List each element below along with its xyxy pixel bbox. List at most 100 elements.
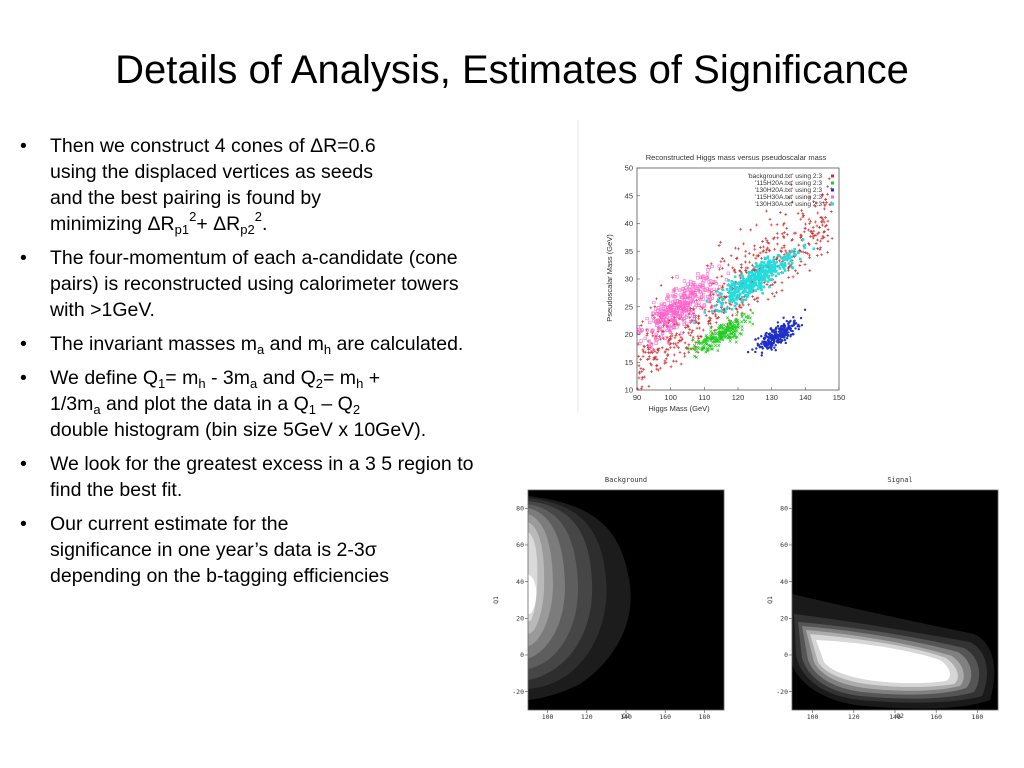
scatter-point [697,321,700,325]
x-tick-label: 110 [698,393,710,402]
scatter-point [716,299,720,302]
scatter-point [734,318,738,322]
scatter-point [709,329,713,334]
scatter-point [709,279,713,283]
scatter-point [654,332,658,336]
scatter-point [715,289,719,293]
scatter-point [689,347,693,351]
scatter-point [761,240,764,243]
x-tick-label: 160 [930,713,942,721]
scatter-point [809,234,812,238]
scatter-point [688,291,692,295]
scatter-point [826,234,830,237]
scatter-point [674,293,678,297]
scatter-point [719,337,723,341]
scatter-point [778,259,781,263]
scatter-point [811,232,814,236]
scatter-point [822,236,826,240]
scatter-point [734,286,737,290]
scatter-point [812,234,816,238]
scatter-point [721,301,724,305]
scatter-point [764,275,768,278]
scatter-point [735,313,739,317]
scatter-point [727,263,730,267]
scatter-point [740,266,743,270]
scatter-point [648,362,652,366]
background-histogram: Background Q2 Q1 100 120 140 160 180 -20 0 20 40… [490,474,740,724]
scatter-point [654,341,658,345]
scatter-point [772,255,776,259]
signal-contours [792,594,995,709]
scatter-point [754,256,758,260]
scatter-point [658,320,663,324]
scatter-point [659,315,664,319]
scatter-point [738,269,742,273]
scatter-point [724,310,727,314]
scatter-point [774,265,777,268]
scatter-point [679,293,683,297]
scatter-point [722,326,726,330]
y-tick-label: 0 [520,651,524,659]
slide-title: Details of Analysis, Estimates of Signif… [115,48,909,92]
scatter-point [739,286,743,290]
scatter-point [789,319,792,323]
scatter-point [733,285,737,288]
scatter-point [737,283,741,286]
scatter-point [785,337,789,340]
scatter-point [764,263,768,267]
scatter-point [744,298,748,301]
scatter-point [721,338,725,342]
scatter-point [674,333,678,337]
scatter-point [747,277,751,280]
scatter-point [749,308,753,312]
scatter-point [768,285,771,289]
scatter-point [656,349,660,353]
scatter-point [747,252,751,255]
scatter-point [733,268,736,272]
scatter-point [696,272,700,276]
scatter-point [743,319,747,324]
scatter-point [746,350,750,354]
scatter-point [725,307,729,311]
scatter-point [782,323,786,326]
scatter-point [731,294,735,297]
y-tick-label: 45 [625,191,633,200]
scatter-point [686,346,690,350]
scatter-point [775,232,779,235]
scatter-point [744,269,748,273]
scatter-point [781,223,785,227]
scatter-point [744,315,748,319]
scatter-point [774,269,778,273]
scatter-point [742,289,746,293]
scatter-point [756,300,760,303]
scatter-point [760,335,763,338]
scatter-point [671,276,674,280]
scatter-point [741,278,745,281]
scatter-point [705,276,710,280]
scatter-point [756,275,760,279]
scatter-point [729,254,733,258]
bullet-dot: • [20,247,27,269]
scatter-point [725,288,729,291]
scatter-point [756,287,760,291]
scatter-point [750,290,753,294]
scatter-point [793,247,796,251]
scatter-point [770,348,773,351]
scatter-point [647,347,650,351]
scatter-point [748,287,751,291]
scatter-point [647,384,651,388]
scatter-point [666,298,670,302]
scatter-point [807,217,811,221]
scatter-point [678,350,682,354]
scatter-point [686,282,690,286]
legend-label: '130H30A.txt' using 2:3 [755,201,823,208]
scatter-point [704,314,708,317]
y-tick-label: 50 [625,164,633,173]
legend-swatch [831,202,834,206]
scatter-point [656,306,661,310]
scatter-point [741,303,745,307]
scatter-point [703,288,708,292]
scatter-point [705,272,710,276]
scatter-point [656,330,660,333]
scatter-point [741,276,745,279]
